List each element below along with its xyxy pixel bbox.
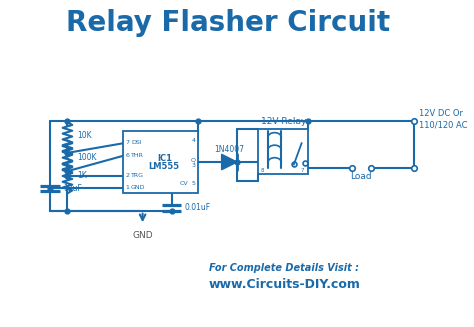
Text: 5: 5	[191, 181, 196, 186]
Text: 1K: 1K	[77, 171, 87, 181]
Text: 1: 1	[125, 185, 129, 190]
Text: Relay Flasher Circuit: Relay Flasher Circuit	[66, 9, 391, 37]
Text: IC1: IC1	[157, 154, 172, 163]
Text: 1N4007: 1N4007	[214, 145, 244, 154]
Text: www.Circuits-DIY.com: www.Circuits-DIY.com	[208, 278, 360, 291]
Text: 7: 7	[301, 168, 304, 173]
Text: For Complete Details Visit :: For Complete Details Visit :	[209, 264, 359, 273]
Text: 6: 6	[125, 153, 129, 158]
Bar	[123, 131, 198, 193]
Text: 10K: 10K	[77, 131, 91, 140]
Text: 7: 7	[125, 140, 129, 145]
Text: Load: Load	[350, 172, 372, 181]
Text: LM555: LM555	[149, 162, 180, 171]
Text: 8: 8	[260, 168, 264, 173]
Polygon shape	[222, 154, 237, 170]
Text: TRG: TRG	[131, 174, 144, 179]
Bar	[258, 129, 308, 174]
Text: DSI: DSI	[131, 140, 142, 145]
Text: 12V DC Or
110/120 AC: 12V DC Or 110/120 AC	[419, 109, 468, 129]
Text: 3: 3	[191, 164, 196, 168]
Text: 12V Relay: 12V Relay	[261, 117, 306, 126]
Text: Q: Q	[191, 158, 196, 163]
Text: 4: 4	[191, 138, 196, 143]
Text: 10uF: 10uF	[64, 184, 82, 193]
Text: 100K: 100K	[77, 153, 97, 162]
Text: 2: 2	[125, 174, 129, 179]
Text: GND: GND	[131, 185, 146, 190]
Text: CV: CV	[179, 181, 188, 186]
Text: 0.01uF: 0.01uF	[185, 203, 211, 212]
Text: GND: GND	[132, 231, 153, 240]
Text: THR: THR	[131, 153, 144, 158]
